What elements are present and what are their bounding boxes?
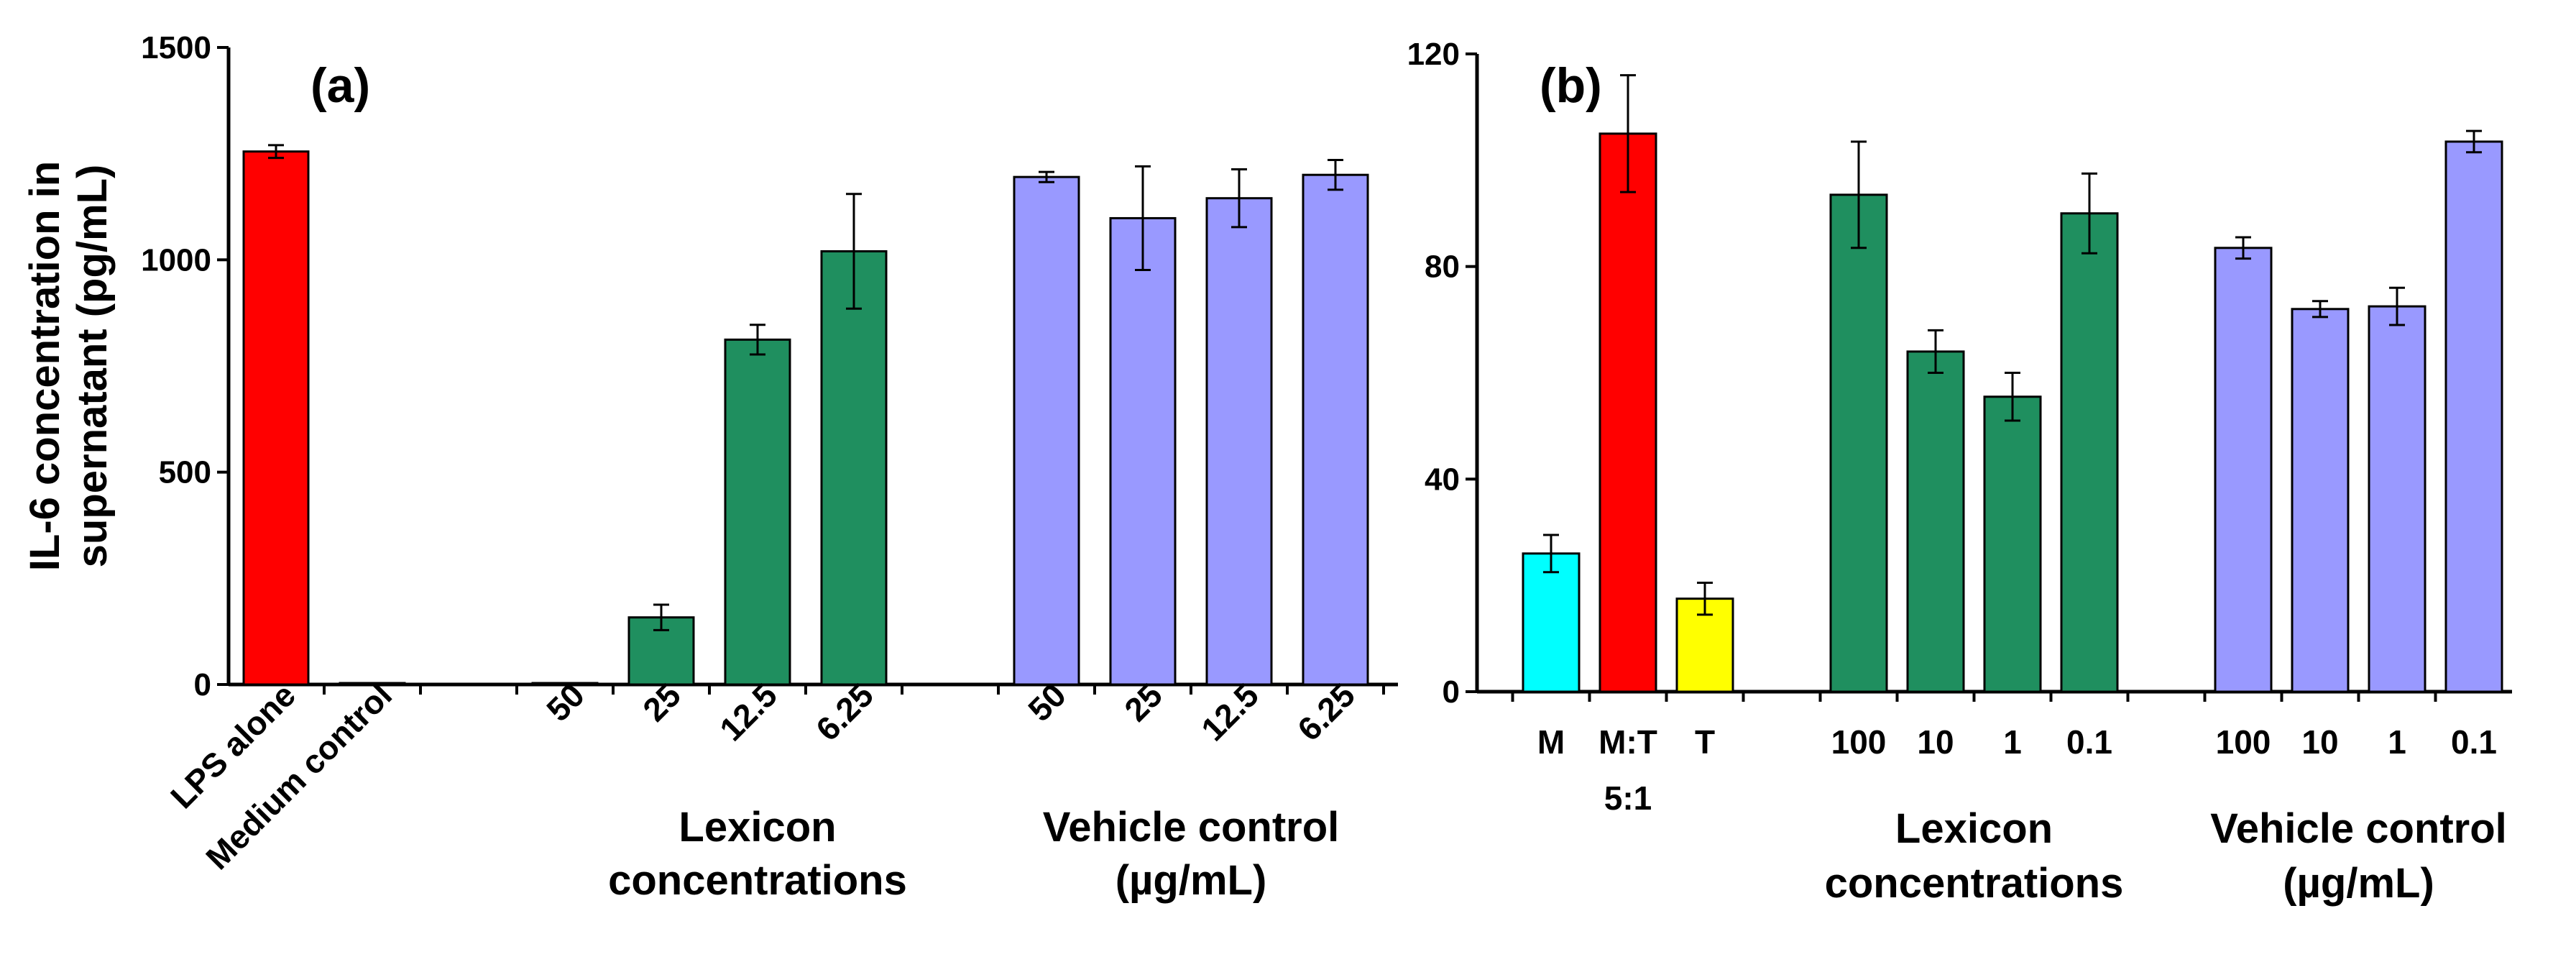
y-tick-label: 40 bbox=[1425, 462, 1460, 497]
x-tick-label: M:T bbox=[1598, 723, 1657, 761]
bar bbox=[1983, 395, 2042, 693]
chart-panel-b: 0 40 80 120 M M:T T 100 10 1 0.1 100 10 1 0.1 5:1 Lexico… bbox=[1407, 37, 2512, 907]
x-tick-label: 1 bbox=[2003, 723, 2022, 761]
bar bbox=[820, 250, 888, 686]
x-tick-label: 1 bbox=[2388, 723, 2406, 761]
y-axis-title: IL-6 concentration in bbox=[22, 161, 68, 571]
bar bbox=[2368, 305, 2426, 693]
group-label: concentrations bbox=[608, 857, 907, 904]
x-tick-label: 6.25 bbox=[809, 676, 880, 748]
group-label: (µg/mL) bbox=[2283, 860, 2434, 907]
x-tick-label: 12.5 bbox=[1194, 676, 1266, 748]
x-tick-label: M bbox=[1537, 723, 1565, 761]
x-tick-label: T bbox=[1695, 723, 1715, 761]
y-tick-label: 1000 bbox=[141, 242, 211, 278]
bar bbox=[2291, 308, 2350, 693]
group-label: Vehicle control bbox=[1043, 804, 1340, 851]
bar bbox=[339, 682, 406, 686]
panel-label: (b) bbox=[1540, 58, 1602, 113]
bar bbox=[242, 150, 310, 686]
bar bbox=[724, 338, 791, 686]
y-tick-label: 0 bbox=[194, 667, 211, 702]
x-tick-label: 12.5 bbox=[712, 676, 784, 748]
y-tick-label: 120 bbox=[1407, 37, 1460, 72]
bar bbox=[1522, 552, 1581, 693]
y-tick-label: 500 bbox=[159, 455, 211, 490]
bar bbox=[2444, 140, 2503, 693]
x-tick-label: 100 bbox=[2216, 723, 2271, 761]
y-axis-title: supernatant (pg/mL) bbox=[69, 165, 116, 568]
group-label: (µg/mL) bbox=[1116, 857, 1267, 904]
group-label: Lexicon bbox=[678, 804, 836, 851]
group-label: concentrations bbox=[1825, 860, 2124, 907]
bar bbox=[1829, 193, 1888, 693]
bar bbox=[2214, 247, 2273, 693]
y-tick-label: 0 bbox=[1443, 674, 1460, 710]
x-tick-label: 6.25 bbox=[1290, 676, 1362, 748]
bar bbox=[1906, 350, 1965, 693]
bar bbox=[1302, 173, 1369, 686]
x-tick-label: 100 bbox=[1831, 723, 1887, 761]
x-tick-label: 0.1 bbox=[2451, 723, 2497, 761]
bar bbox=[2060, 212, 2119, 693]
x-tick-label: 0.1 bbox=[2066, 723, 2112, 761]
x-tick-sublabel: 5:1 bbox=[1604, 779, 1652, 817]
x-tick-label: 10 bbox=[2301, 723, 2338, 761]
bar bbox=[1205, 197, 1273, 686]
y-tick-label: 1500 bbox=[141, 30, 211, 65]
bar bbox=[1109, 216, 1177, 686]
bar bbox=[1013, 175, 1080, 686]
bar bbox=[1598, 132, 1657, 693]
group-label: Vehicle control bbox=[2210, 805, 2507, 852]
group-label: Lexicon bbox=[1895, 805, 2053, 852]
bar bbox=[1675, 597, 1734, 693]
x-tick-label: 10 bbox=[1917, 723, 1954, 761]
bar bbox=[531, 682, 599, 686]
y-tick-label: 80 bbox=[1425, 249, 1460, 285]
panel-label: (a) bbox=[310, 58, 370, 113]
